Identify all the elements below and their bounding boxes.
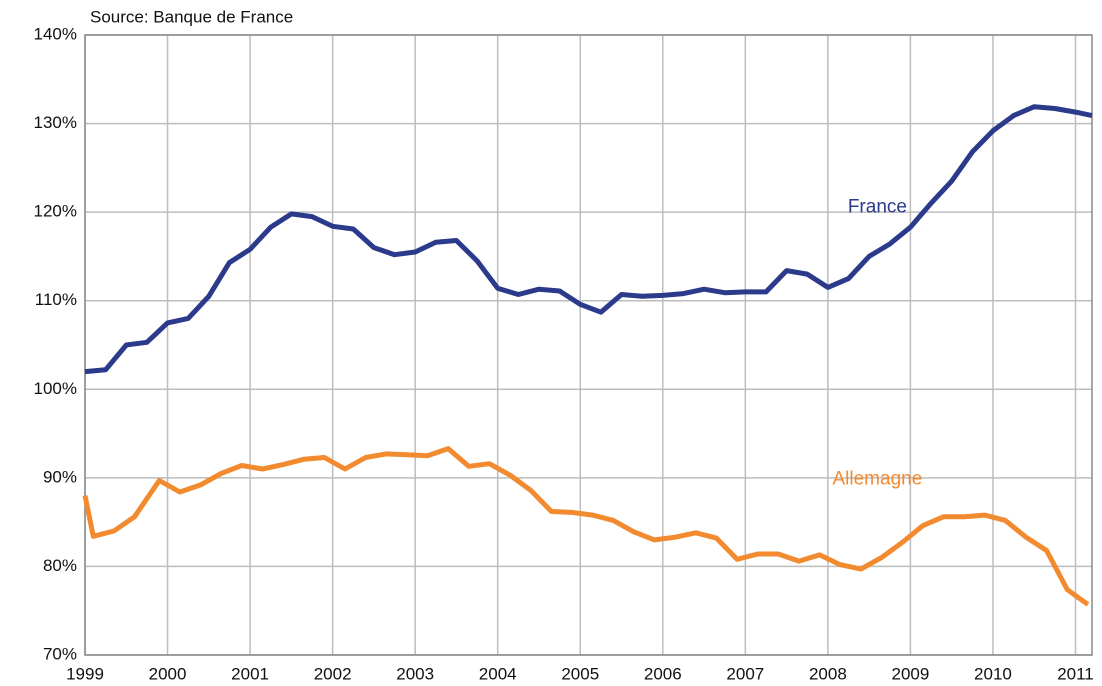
- y-tick-label: 110%: [35, 290, 77, 309]
- x-tick-label: 2006: [644, 664, 682, 683]
- series-label: Allemagne: [833, 469, 923, 490]
- y-tick-label: 80%: [43, 556, 77, 575]
- y-tick-label: 100%: [34, 379, 77, 398]
- x-tick-label: 2003: [396, 664, 434, 683]
- x-tick-label: 2011: [1057, 664, 1094, 683]
- y-tick-label: 120%: [34, 202, 77, 221]
- y-tick-label: 90%: [43, 467, 77, 486]
- x-tick-label: 1999: [66, 664, 104, 683]
- x-tick-label: 2010: [974, 664, 1012, 683]
- plot-frame: [84, 34, 1093, 656]
- x-tick-label: 2007: [726, 664, 764, 683]
- series-line: [82, 446, 1090, 607]
- y-tick-label: 130%: [34, 113, 77, 132]
- x-tick-label: 2000: [149, 664, 187, 683]
- series-label: France: [848, 197, 907, 218]
- x-tick-label: 2008: [809, 664, 847, 683]
- x-tick-label: 2004: [479, 664, 517, 683]
- x-tick-label: 2001: [231, 664, 269, 683]
- y-tick-label: 70%: [43, 644, 77, 663]
- series-line: [84, 104, 1093, 375]
- x-tick-label: 2002: [314, 664, 352, 683]
- x-tick-label: 2005: [561, 664, 599, 683]
- x-tick-label: 2009: [891, 664, 929, 683]
- y-tick-label: 140%: [34, 24, 77, 43]
- source-note: Source: Banque de France: [90, 7, 293, 26]
